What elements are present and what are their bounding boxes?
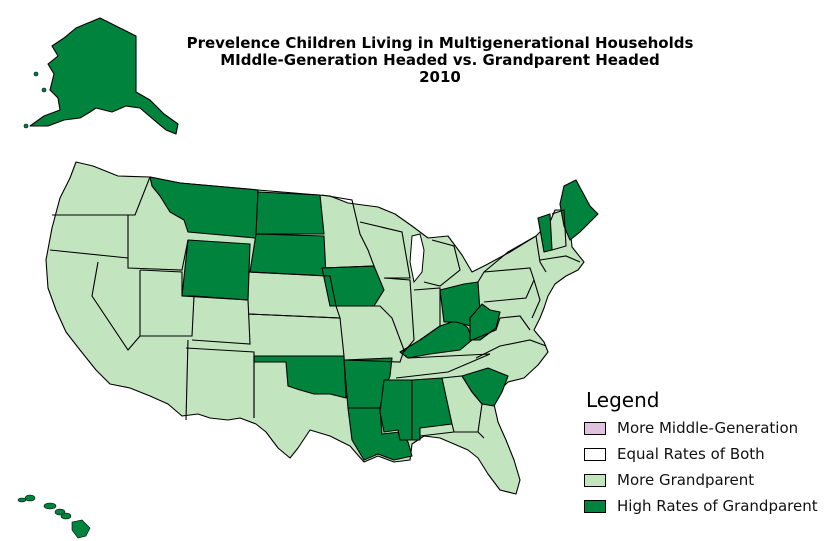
border-tennessee — [395, 353, 491, 379]
border-new-england — [539, 255, 581, 263]
border-wisconsin — [359, 221, 411, 279]
border-kansas — [247, 313, 345, 357]
border-indiana — [413, 287, 441, 341]
border-az-nm — [185, 339, 189, 421]
legend-swatch — [584, 473, 606, 487]
legend-label: More Middle-Generation — [617, 419, 799, 437]
state-iowa — [321, 265, 385, 307]
legend-item-more-middle-generation: More Middle-Generation — [584, 417, 798, 439]
border-ny — [483, 235, 547, 273]
border-illinois — [383, 277, 415, 353]
border-nevada-east — [91, 261, 141, 351]
legend-item-equal-rates: Equal Rates of Both — [584, 443, 765, 465]
legend-title: Legend — [586, 388, 660, 412]
legend-label: More Grandparent — [617, 471, 755, 489]
state-north-dakota — [255, 191, 325, 235]
border-missouri — [336, 305, 405, 363]
alaska-island-1 — [33, 71, 39, 77]
legend-label: High Rates of Grandparent — [617, 497, 818, 515]
state-louisiana — [347, 407, 413, 461]
border-minnesota — [321, 194, 375, 269]
state-alaska — [29, 17, 179, 135]
border-utah — [139, 269, 195, 337]
border-michigan — [423, 239, 461, 287]
border-florida — [419, 431, 485, 439]
legend-swatch — [584, 499, 606, 513]
state-wyoming — [181, 239, 251, 301]
border-idaho — [128, 176, 151, 216]
hawaii-island-3 — [43, 502, 57, 510]
alaska-island-3 — [23, 123, 29, 129]
hawaii-island-2 — [24, 494, 36, 502]
map-title-line2: MIddle-Generation Headed vs. Grandparent… — [220, 51, 660, 69]
border-pa — [477, 267, 535, 303]
map-title-line3: 2010 — [419, 68, 461, 86]
legend-item-high-rates: High Rates of Grandparent — [584, 495, 818, 517]
state-south-dakota — [249, 233, 327, 277]
border-nj-md — [531, 279, 541, 319]
legend-item-more-grandparent: More Grandparent — [584, 469, 754, 491]
lake-michigan — [409, 233, 425, 284]
legend-label: Equal Rates of Both — [617, 445, 765, 463]
alaska-island-2 — [41, 87, 47, 93]
state-montana — [149, 176, 259, 239]
border-virginia — [471, 315, 531, 341]
map-title-line1: Prevelence Children Living in Multigener… — [186, 34, 694, 52]
border-idaho-south — [127, 239, 189, 271]
border-nc-va — [475, 339, 547, 359]
legend-swatch — [584, 421, 606, 435]
border-colorado — [191, 295, 251, 345]
legend-swatch — [584, 447, 606, 461]
border-nh — [551, 209, 567, 251]
hawaii-island-5 — [60, 512, 72, 520]
state-west-virginia — [469, 303, 501, 341]
hawaii-island-big — [71, 519, 91, 539]
